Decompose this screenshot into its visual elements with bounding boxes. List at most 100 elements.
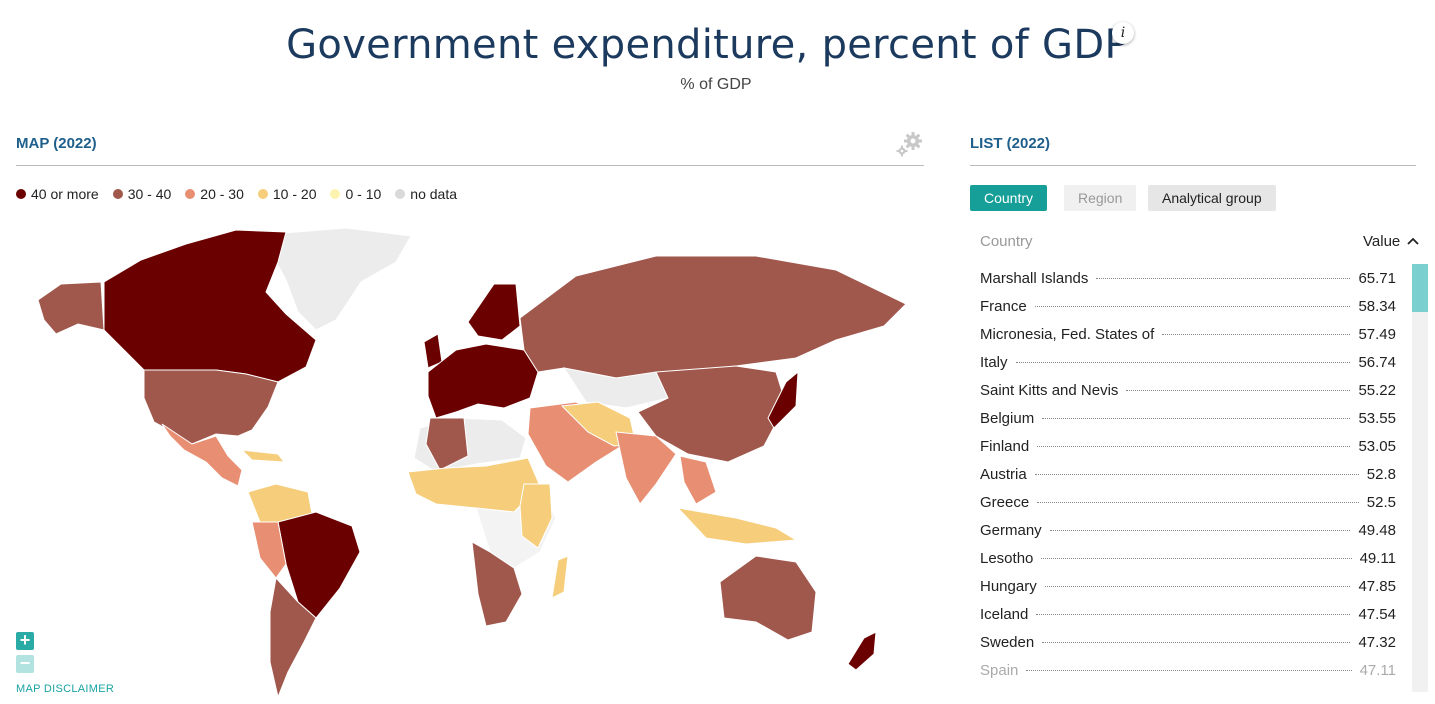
list-divider [970, 165, 1416, 166]
list-row-leader [1034, 474, 1359, 475]
list-row-leader [1041, 558, 1352, 559]
list-row[interactable]: Belgium 53.55 [980, 410, 1396, 438]
list-row-value: 53.55 [1358, 410, 1396, 427]
list-row[interactable]: Saint Kitts and Nevis 55.22 [980, 382, 1396, 410]
list-row-value: 57.49 [1358, 326, 1396, 343]
tab-region[interactable]: Region [1064, 185, 1137, 211]
map-region-southeast-asia [679, 455, 717, 505]
list-row-value: 56.74 [1358, 354, 1396, 371]
map-region-usa [143, 369, 279, 445]
list-row-leader [1096, 278, 1351, 279]
list-row-country: Sweden [980, 634, 1035, 651]
list-row-value: 52.5 [1366, 494, 1396, 511]
map-region-mexico [161, 423, 243, 487]
list-row[interactable]: Hungary 47.85 [980, 578, 1396, 606]
page-subtitle: % of GDP [680, 76, 752, 93]
legend-label: 10 - 20 [272, 186, 317, 202]
list-row[interactable]: Germany 49.48 [980, 522, 1396, 550]
list-row-value: 49.48 [1358, 522, 1396, 539]
map-region-caribbean [240, 449, 286, 463]
legend-item[interactable]: no data [395, 186, 457, 202]
map-region-east-africa [519, 483, 553, 549]
list-row-leader [1042, 642, 1351, 643]
zoom-in-button[interactable]: + [16, 631, 34, 650]
map-region-japan [767, 370, 799, 429]
list-row[interactable]: Lesotho 49.11 [980, 550, 1396, 578]
legend-swatch-icon [257, 189, 268, 199]
list-row-country: Micronesia, Fed. States of [980, 326, 1155, 343]
list-row-country: Hungary [980, 578, 1037, 595]
column-header-country[interactable]: Country [980, 233, 1033, 250]
map-region-madagascar [551, 555, 569, 599]
list-row-country: Italy [980, 354, 1008, 371]
country-list: Marshall Islands 65.71 France 58.34 Micrones… [980, 270, 1396, 690]
list-row-leader [1034, 306, 1351, 307]
list-row[interactable]: Greece 52.5 [980, 494, 1396, 522]
legend-label: 40 or more [31, 186, 99, 202]
list-row[interactable]: France 58.34 [980, 298, 1396, 326]
map-disclaimer-link[interactable]: MAP DISCLAIMER [16, 683, 115, 695]
map-region-russia [519, 255, 907, 379]
tab-analytical-group[interactable]: Analytical group [1148, 185, 1276, 211]
map-region-europe [427, 343, 539, 419]
column-header-value[interactable]: Value [1363, 233, 1420, 250]
info-icon[interactable]: i [1112, 22, 1134, 44]
list-row-value: 65.71 [1358, 270, 1396, 287]
list-row-country: Spain [980, 662, 1019, 679]
list-row-value: 47.11 [1359, 662, 1396, 679]
list-row-value: 58.34 [1358, 298, 1396, 315]
list-row-leader [1026, 670, 1352, 671]
legend-item[interactable]: 40 or more [16, 186, 99, 202]
list-row[interactable]: Italy 56.74 [980, 354, 1396, 382]
list-row[interactable]: Sweden 47.32 [980, 634, 1396, 662]
map-region-southern-cone [269, 576, 317, 699]
list-scrollbar-track[interactable] [1412, 264, 1428, 692]
list-row-country: Iceland [980, 606, 1029, 623]
list-row-country: Greece [980, 494, 1030, 511]
legend-swatch-icon [112, 189, 123, 199]
legend-label: 30 - 40 [127, 186, 172, 202]
list-row-value: 47.85 [1358, 578, 1396, 595]
list-row-value: 47.32 [1358, 634, 1396, 651]
map-region-new-zealand [847, 631, 877, 671]
list-row[interactable]: Iceland 47.54 [980, 606, 1396, 634]
list-row-leader [1037, 502, 1359, 503]
list-row-value: 53.05 [1358, 438, 1396, 455]
tab-country[interactable]: Country [970, 185, 1048, 211]
list-row[interactable]: Austria 52.8 [980, 466, 1396, 494]
sort-ascending-icon [1407, 237, 1420, 245]
legend-item[interactable]: 30 - 40 [112, 186, 172, 202]
map-section-title: MAP (2022) [16, 135, 97, 152]
page-title-text: Government expenditure, percent of GDP [286, 22, 1129, 68]
list-row-country: Lesotho [980, 550, 1034, 567]
list-row[interactable]: Finland 53.05 [980, 438, 1396, 466]
map-region-scandinavia [467, 283, 521, 341]
map-divider [16, 165, 924, 166]
list-row-country: Austria [980, 466, 1027, 483]
legend-label: no data [410, 186, 458, 202]
map-region-andes [251, 521, 287, 579]
map-region-indonesia [676, 507, 798, 545]
map-region-india [615, 431, 677, 505]
list-scrollbar-thumb[interactable] [1412, 264, 1428, 312]
world-map[interactable] [16, 222, 916, 702]
legend-item[interactable]: 0 - 10 [330, 186, 381, 202]
map-region-greenland [270, 227, 412, 331]
settings-gear-icon[interactable] [894, 130, 924, 158]
list-row-leader [1036, 614, 1351, 615]
map-region-southern-africa [471, 541, 523, 627]
list-row-value: 52.8 [1366, 466, 1396, 483]
list-row[interactable]: Spain 47.11 [980, 662, 1396, 690]
legend-label: 20 - 30 [200, 186, 244, 202]
legend-swatch-icon [395, 189, 406, 199]
list-row-leader [1044, 586, 1351, 587]
legend-item[interactable]: 10 - 20 [257, 186, 317, 202]
list-row-country: Belgium [980, 410, 1035, 427]
map-legend: 40 or more 30 - 40 20 - 30 10 - 20 0 - 10 no … [16, 186, 471, 202]
list-row-country: Finland [980, 438, 1030, 455]
zoom-out-button[interactable]: − [16, 654, 34, 673]
list-row-leader [1042, 418, 1351, 419]
list-row[interactable]: Micronesia, Fed. States of 57.49 [980, 326, 1396, 354]
list-row[interactable]: Marshall Islands 65.71 [980, 270, 1396, 298]
legend-item[interactable]: 20 - 30 [185, 186, 244, 202]
